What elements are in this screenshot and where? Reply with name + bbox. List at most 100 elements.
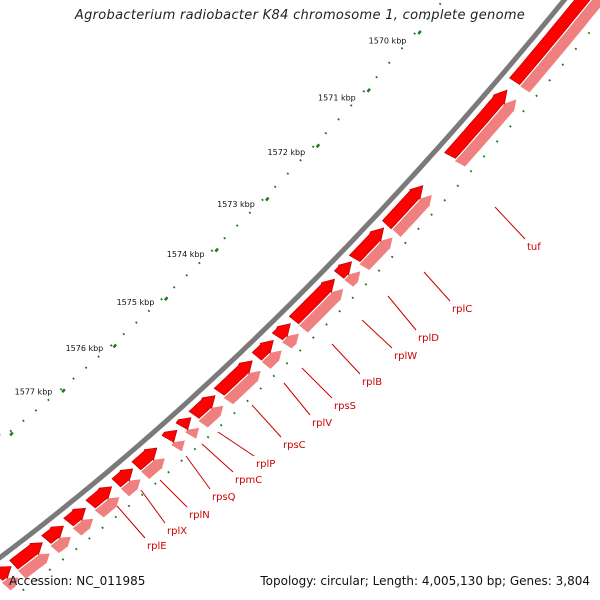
scale-dot (261, 198, 264, 202)
scale-label: 1570 kbp (369, 37, 407, 46)
scale-dot (72, 377, 75, 380)
gene-arrow[interactable] (509, 0, 600, 85)
scale-major-tick (366, 87, 371, 93)
gene-arrow[interactable] (271, 323, 291, 341)
scale-dot (233, 411, 236, 415)
gene-arrow[interactable] (213, 360, 253, 396)
scale-major-tick (214, 247, 219, 253)
scale-dot (535, 94, 538, 98)
scale-dot (587, 31, 591, 35)
gene-shadow (197, 404, 225, 429)
scale-dot (97, 355, 100, 358)
gene-shadow (357, 236, 394, 272)
scale-dot (349, 104, 353, 107)
scale-dot (426, 17, 429, 21)
gene-arrow[interactable] (348, 227, 385, 262)
scale-dot (548, 79, 551, 82)
gene-leader-line (423, 271, 451, 302)
gene-leader-line (159, 479, 188, 508)
gene-arrow[interactable] (333, 261, 353, 279)
gene-arrow[interactable] (381, 185, 424, 230)
scale-dot (324, 131, 328, 135)
scale-dot (59, 388, 63, 391)
gene-arrow[interactable] (111, 468, 134, 488)
scale-dot (47, 398, 50, 402)
scale-dot (272, 374, 276, 378)
scale-dot (127, 504, 131, 508)
gene-arrow[interactable] (0, 566, 12, 581)
gene-leader-line (251, 404, 282, 438)
scale-dot (351, 296, 355, 300)
gene-arrow[interactable] (161, 429, 178, 444)
gene-label-rplX: rplX (167, 526, 187, 537)
gene-arrow[interactable] (131, 447, 158, 471)
scale-dot (160, 297, 163, 301)
gene-shadow (71, 517, 95, 537)
scale-dot (337, 118, 340, 121)
gene-arrow[interactable] (188, 395, 216, 419)
gene-shadow (260, 349, 284, 371)
scale-dot (298, 349, 302, 352)
scale-dot (74, 547, 78, 551)
gene-leader-line (331, 343, 361, 375)
scale-dot (574, 47, 578, 51)
scale-label: 1571 kbp (318, 94, 356, 103)
scale-dot (387, 61, 391, 65)
gene-shadow (222, 369, 262, 406)
scale-dot (364, 283, 368, 286)
gene-arrow[interactable] (85, 486, 113, 509)
scale-dot (522, 109, 525, 113)
scale-dot (430, 213, 433, 216)
scale-label: 1575 kbp (117, 298, 155, 307)
gene-label-rpsQ: rpsQ (212, 492, 236, 503)
gene-arrow[interactable] (288, 278, 336, 325)
gene-shadow (391, 193, 434, 239)
scale-dot (35, 578, 38, 582)
scale-dot (311, 145, 315, 149)
gene-arrow[interactable] (175, 417, 192, 431)
gene-arrow[interactable] (63, 507, 87, 527)
gene-arrow[interactable] (41, 525, 64, 544)
scale-dot (509, 125, 512, 128)
scale-dot (198, 261, 201, 265)
gene-label-rplD: rplD (418, 333, 439, 344)
backbone-group (0, 0, 600, 569)
accession-text: Accession: NC_011985 (9, 574, 146, 588)
scale-dot (312, 336, 315, 339)
gene-leader-line (361, 319, 393, 349)
scale-dot (180, 459, 184, 462)
scale-dot (375, 75, 378, 79)
scale-dot (377, 269, 381, 272)
scale-dot (223, 236, 226, 240)
gene-label-rplE: rplE (147, 541, 167, 552)
gene-shadow (183, 426, 201, 441)
scale-dot (219, 423, 223, 427)
genome-summary-text: Topology: circular; Length: 4,005,130 bp… (260, 574, 590, 588)
gene-label-rplN: rplN (189, 510, 210, 521)
scale-dot (154, 482, 157, 485)
scale-dot (390, 255, 394, 259)
scale-dot (417, 227, 420, 231)
gene-shadow (518, 0, 600, 94)
scale-major-tick (417, 30, 422, 35)
scale-dot (286, 172, 290, 175)
scale-dot (206, 435, 210, 439)
backbone-highlight (0, 0, 600, 569)
scale-dot (443, 198, 447, 202)
gene-arrow[interactable] (251, 340, 274, 361)
gene-arrow[interactable] (444, 89, 508, 159)
scale-dot (22, 588, 25, 592)
scale-dot (185, 273, 189, 277)
scale-dot (140, 493, 144, 497)
gene-leader-line (283, 382, 311, 416)
gene-label-rpsC: rpsC (283, 440, 306, 451)
gene-leader-line (217, 431, 255, 457)
gene-arrow[interactable] (9, 542, 43, 570)
gene-shadow (297, 287, 345, 334)
scale-dot (84, 366, 88, 369)
scale-dot (122, 332, 126, 336)
gene-shadow (453, 97, 518, 168)
scale-dot (172, 286, 176, 289)
